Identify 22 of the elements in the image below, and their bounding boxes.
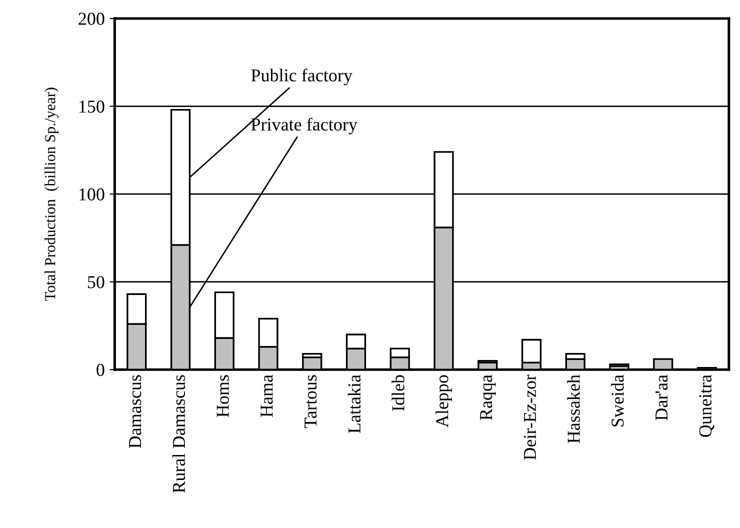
x-tick-label: Deir-Ez-zor xyxy=(524,374,536,460)
x-tick-label: Aleppo xyxy=(436,375,452,428)
x-tick-label: Hama xyxy=(260,374,273,418)
x-tick-label: Raqqa xyxy=(480,374,496,420)
x-tick-label: Lattakia xyxy=(348,374,361,434)
x-tick-label: Tartous xyxy=(304,375,317,428)
y-tick-label: 150 xyxy=(79,100,104,113)
y-tick-label: 200 xyxy=(78,12,104,25)
y-axis-title: Total Production (billion Sp./year) xyxy=(44,88,58,301)
text: Private factory xyxy=(251,118,358,134)
y-tick-label: 0 xyxy=(96,364,104,376)
x-tick-label: Idleb xyxy=(392,375,404,411)
x-tick-label: Sweida xyxy=(611,374,624,426)
x-tick-label: Quneitra xyxy=(699,374,714,437)
x-tick-label: Damascus xyxy=(129,375,142,448)
x-tick-label: Hassakeh xyxy=(567,374,580,444)
text: Public factory xyxy=(251,68,352,86)
x-tick-label: Homs xyxy=(216,375,229,418)
y-tick-label: 50 xyxy=(88,276,104,288)
x-tick-label: Dar'aa xyxy=(656,374,668,420)
y-tick-label: 100 xyxy=(79,188,104,200)
x-tick-label: Rural Damascus xyxy=(172,375,186,493)
